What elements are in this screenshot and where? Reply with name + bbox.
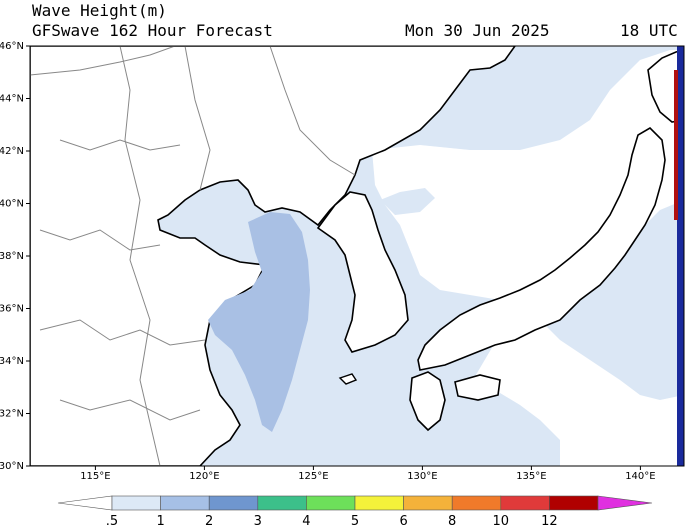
forecast-date: Mon 30 Jun 2025 <box>405 21 550 40</box>
colorbar-label: 10 <box>493 514 510 525</box>
lat-tick-label: 40°N <box>0 199 24 210</box>
lat-tick-label: 32°N <box>0 409 24 420</box>
colorbar-label: 3 <box>254 514 262 525</box>
colorbar-arrow-low <box>57 495 113 511</box>
colorbar-swatch <box>549 495 599 511</box>
colorbar-label: 2 <box>205 514 213 525</box>
colorbar-label: 12 <box>541 514 558 525</box>
province-borders <box>30 46 356 466</box>
east-sea-patch-2 <box>510 95 580 132</box>
japan-honshu <box>417 126 666 371</box>
colorbar-label: 6 <box>399 514 407 525</box>
colorbar-label: 5 <box>351 514 359 525</box>
colorbar-label: 4 <box>302 514 310 525</box>
colorbar-swatch <box>160 495 210 511</box>
pacific-calm-area <box>470 300 684 466</box>
colorbar-arrow-high <box>597 495 653 511</box>
colorbar-swatch <box>354 495 404 511</box>
japan-shikoku <box>454 374 501 401</box>
colorbar-label: 1 <box>156 514 164 525</box>
colorbar-swatch <box>500 495 550 511</box>
colorbar-swatch <box>451 495 502 511</box>
china-landmass <box>30 46 516 466</box>
colorbar-swatch <box>208 495 259 511</box>
edge-strip-red <box>674 70 678 220</box>
lon-axis: 115°E 120°E 125°E 130°E 135°E 140°E <box>80 466 656 482</box>
lat-tick-label: 38°N <box>0 251 24 262</box>
colorbar-swatch <box>403 495 453 511</box>
colorbar-label: .5 <box>106 514 118 525</box>
lon-tick-label: 120°E <box>189 471 219 482</box>
lon-tick-label: 135°E <box>516 471 546 482</box>
lon-tick-label: 130°E <box>407 471 437 482</box>
colorbar-swatch <box>306 495 356 511</box>
lat-axis: 46°N 44°N 42°N 40°N 38°N 36°N 34°N 32°N 30°N <box>0 41 30 472</box>
edge-strip-blue <box>677 46 684 466</box>
colorbar-label: 8 <box>448 514 456 525</box>
lat-tick-label: 42°N <box>0 146 24 157</box>
lat-tick-label: 34°N <box>0 356 24 367</box>
forecast-label: GFSwave 162 Hour Forecast <box>32 21 273 40</box>
lon-tick-label: 125°E <box>298 471 328 482</box>
colorbar-swatch <box>111 495 161 511</box>
lat-tick-label: 36°N <box>0 304 24 315</box>
yellow-sea-wave-band <box>208 212 310 432</box>
colorbar-swatch <box>257 495 307 511</box>
colorbar: .5 1 2 3 4 5 6 8 10 12 <box>57 495 653 525</box>
jeju-island <box>338 373 358 385</box>
lat-tick-label: 30°N <box>0 461 24 472</box>
japan-kyushu <box>409 371 446 432</box>
forecast-time: 18 UTC <box>620 21 678 40</box>
lon-tick-label: 115°E <box>80 471 110 482</box>
lat-tick-label: 44°N <box>0 94 24 105</box>
korea-peninsula <box>316 191 409 353</box>
lat-tick-label: 46°N <box>0 41 24 52</box>
lon-tick-label: 140°E <box>625 471 655 482</box>
map-title: Wave Height(m) <box>32 1 167 20</box>
east-sea-patch <box>380 188 435 215</box>
